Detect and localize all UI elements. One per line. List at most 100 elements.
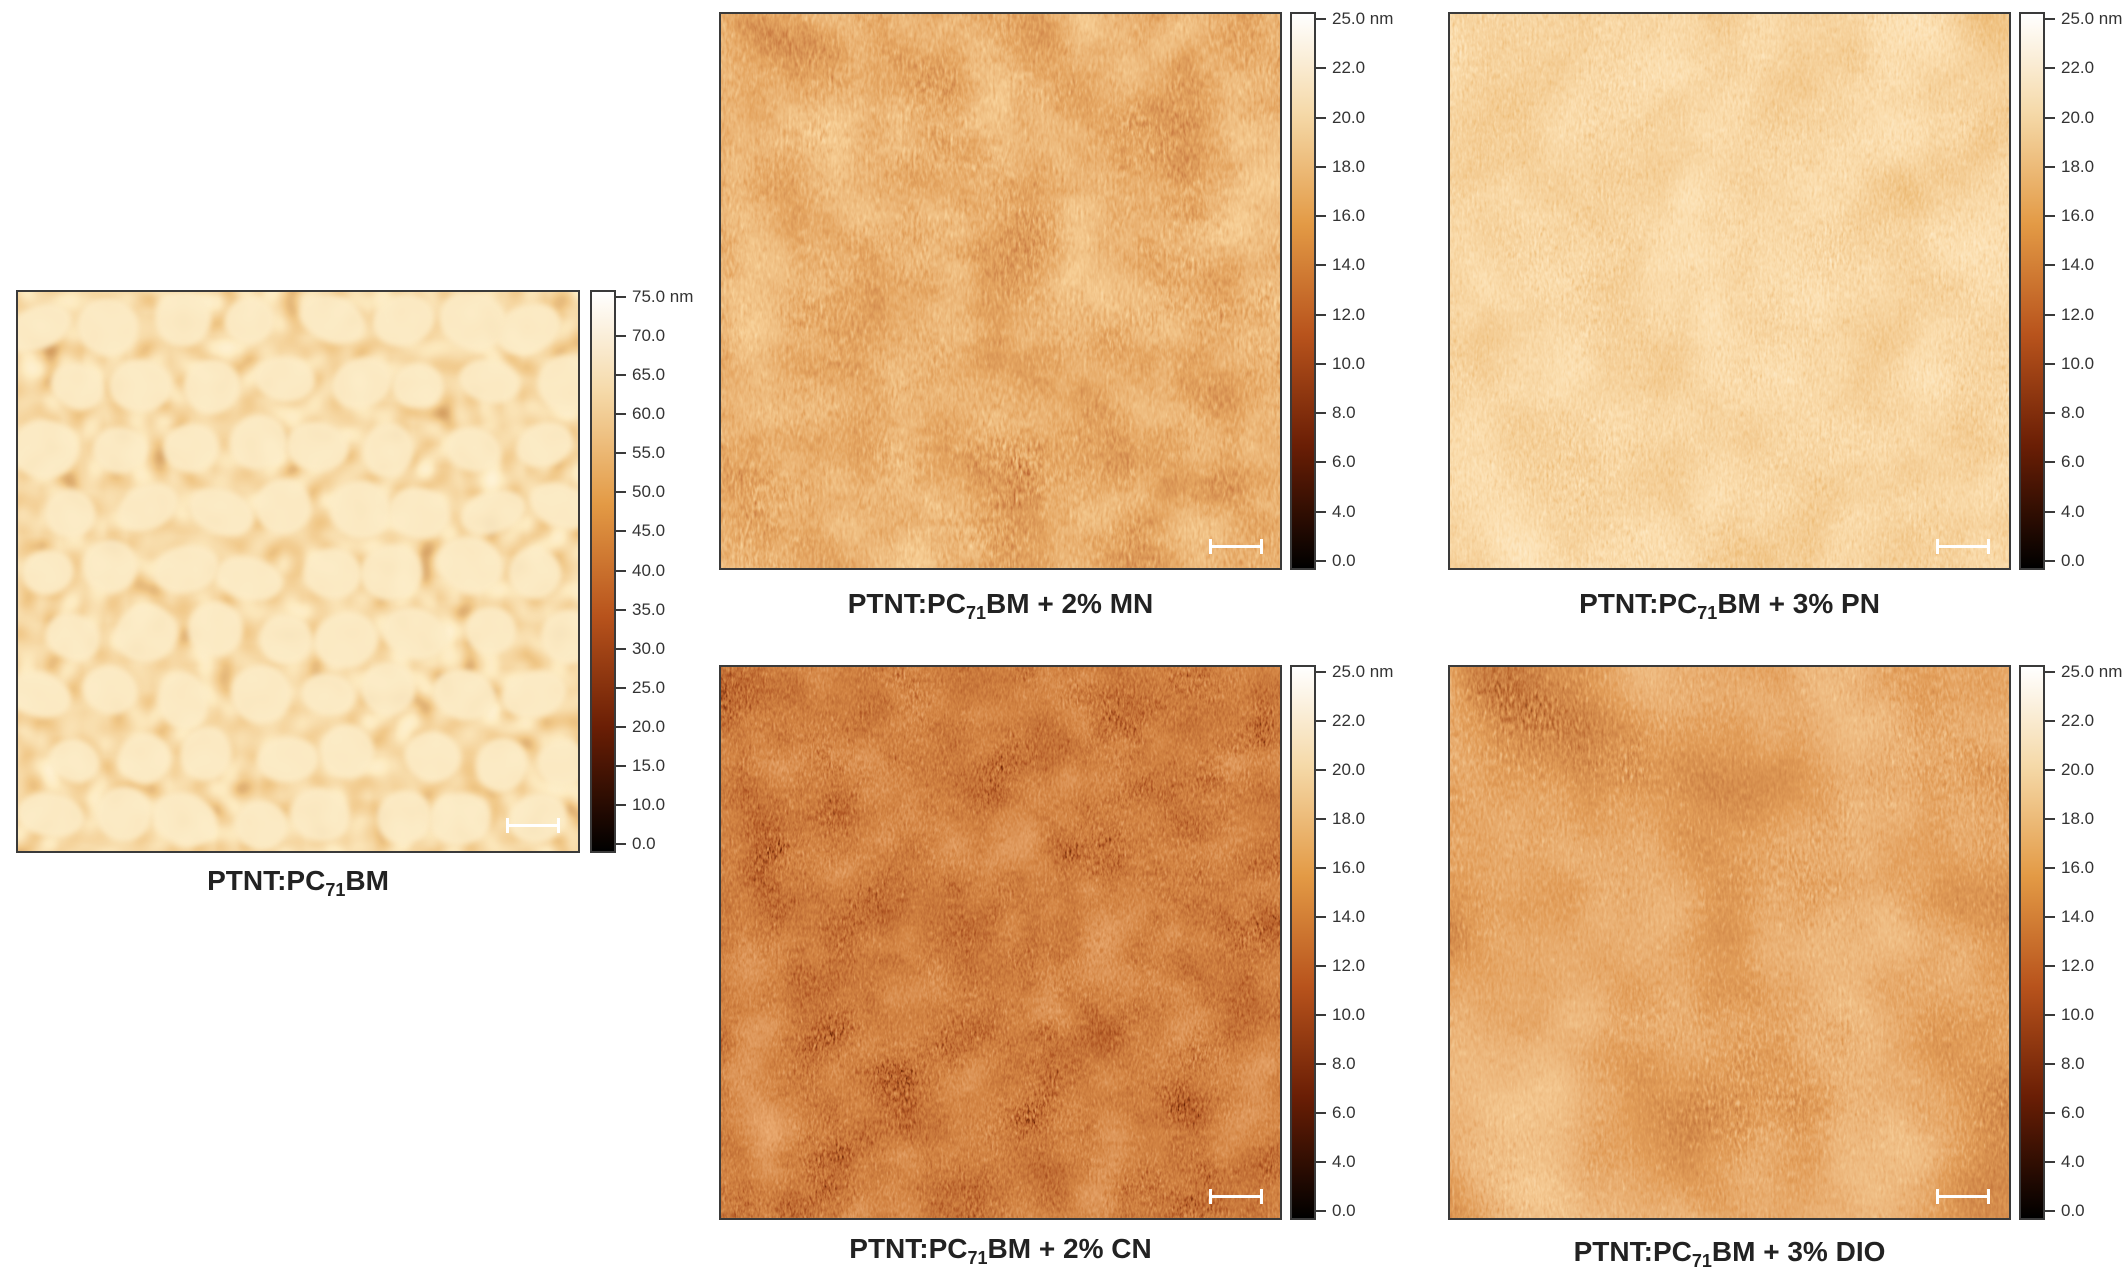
grain bbox=[387, 487, 451, 539]
colorbar-tick bbox=[616, 765, 626, 767]
grain bbox=[404, 731, 461, 782]
colorbar-tick-label: 22.0 bbox=[1332, 711, 1366, 730]
grain bbox=[460, 489, 526, 536]
colorbar-tick-label: 10.0 bbox=[2061, 354, 2095, 373]
colorbar-tick-label: 25.0 nm bbox=[2061, 9, 2123, 28]
colorbar-tick bbox=[1316, 117, 1326, 119]
grain bbox=[188, 487, 255, 537]
colorbar-tick-label: 12.0 bbox=[2061, 956, 2095, 975]
colorbar-tick bbox=[1316, 560, 1326, 562]
colorbar-tick bbox=[2045, 818, 2055, 820]
grain bbox=[224, 297, 276, 345]
colorbar-tick bbox=[616, 570, 626, 572]
colorbar-tick bbox=[1316, 818, 1326, 820]
grain bbox=[299, 294, 366, 344]
colorbar-tick bbox=[2045, 18, 2055, 20]
grain bbox=[255, 478, 312, 535]
colorbar-tick-label: 0.0 bbox=[2061, 1201, 2085, 1220]
grain bbox=[372, 294, 435, 347]
grain bbox=[515, 422, 574, 468]
colorbar-tick bbox=[616, 374, 626, 376]
colorbar-tick-label: 70.0 bbox=[632, 326, 666, 345]
grain bbox=[376, 790, 433, 845]
grain bbox=[319, 724, 375, 779]
grain bbox=[381, 607, 449, 660]
colorbar-tick-label: 22.0 bbox=[1332, 58, 1366, 77]
colorbar-tick bbox=[616, 296, 626, 298]
colorbar-tick-label: 0.0 bbox=[2061, 551, 2085, 570]
colorbar-tick bbox=[616, 530, 626, 532]
colorbar-tick bbox=[616, 726, 626, 728]
colorbar-tick-label: 0.0 bbox=[632, 834, 656, 853]
colorbar-tick bbox=[2045, 1210, 2055, 1212]
colorbar-tick-label: 8.0 bbox=[1332, 403, 1356, 422]
colorbar-tick bbox=[1316, 916, 1326, 918]
colorbar-tick bbox=[2045, 363, 2055, 365]
colorbar-tick-label: 18.0 bbox=[2061, 809, 2095, 828]
grain bbox=[83, 665, 138, 715]
colorbar-tick bbox=[1316, 867, 1326, 869]
colorbar-tick bbox=[2045, 412, 2055, 414]
colorbar-tick bbox=[616, 804, 626, 806]
colorbar-tick-label: 8.0 bbox=[2061, 403, 2085, 422]
scale-bar bbox=[506, 818, 560, 833]
colorbar-pn bbox=[2019, 12, 2045, 570]
colorbar-tick-label: 4.0 bbox=[2061, 502, 2085, 521]
colorbar-tick bbox=[1316, 67, 1326, 69]
colorbar-tick bbox=[1316, 412, 1326, 414]
grain bbox=[21, 549, 74, 595]
caption-mn: PTNT:PC71BM + 2% MN bbox=[847, 588, 1154, 623]
grain bbox=[18, 671, 72, 718]
colorbar-tick bbox=[2045, 166, 2055, 168]
grain bbox=[44, 488, 96, 539]
grain bbox=[92, 426, 148, 474]
colorbar-tick-label: 12.0 bbox=[1332, 956, 1366, 975]
colorbar-tick-label: 8.0 bbox=[1332, 1054, 1356, 1073]
grain bbox=[118, 733, 171, 784]
grain bbox=[82, 538, 138, 594]
colorbar-tick-label: 65.0 bbox=[632, 365, 666, 384]
colorbar-tick-label: 16.0 bbox=[2061, 858, 2095, 877]
grain bbox=[495, 303, 561, 355]
colorbar-tick-label: 10.0 bbox=[632, 795, 666, 814]
colorbar-tick bbox=[616, 413, 626, 415]
colorbar-tick-label: 60.0 bbox=[632, 404, 666, 423]
grain bbox=[540, 609, 578, 665]
grain bbox=[509, 792, 567, 844]
colorbar-tick bbox=[2045, 769, 2055, 771]
colorbar-tick bbox=[2045, 916, 2055, 918]
grain bbox=[432, 669, 497, 721]
grain bbox=[301, 672, 356, 716]
colorbar-dio bbox=[2019, 665, 2045, 1220]
colorbar-tick bbox=[2045, 720, 2055, 722]
colorbar-tick bbox=[1316, 1014, 1326, 1016]
colorbar-tick-label: 14.0 bbox=[1332, 255, 1366, 274]
colorbar-tick bbox=[1316, 1063, 1326, 1065]
grain bbox=[234, 799, 288, 851]
grain bbox=[152, 544, 220, 594]
colorbar-tick-label: 20.0 bbox=[632, 717, 666, 736]
colorbar-tick-label: 6.0 bbox=[2061, 452, 2085, 471]
grain bbox=[258, 613, 313, 665]
colorbar-tick-label: 0.0 bbox=[1332, 1201, 1356, 1220]
grain bbox=[49, 738, 100, 783]
colorbar-tick bbox=[2045, 215, 2055, 217]
grain bbox=[501, 670, 568, 719]
grain bbox=[362, 422, 415, 478]
colorbar-tick-label: 35.0 bbox=[632, 600, 666, 619]
grain bbox=[286, 421, 349, 472]
grain bbox=[437, 536, 504, 594]
grain bbox=[215, 556, 283, 601]
colorbar-tick-label: 20.0 bbox=[2061, 760, 2095, 779]
colorbar-tick bbox=[616, 491, 626, 493]
grain bbox=[152, 792, 217, 847]
colorbar-tick bbox=[2045, 264, 2055, 266]
colorbar-tick bbox=[2045, 1014, 2055, 1016]
colorbar-tick bbox=[2045, 965, 2055, 967]
grain bbox=[537, 354, 578, 413]
colorbar-tick-label: 14.0 bbox=[2061, 255, 2095, 274]
colorbar-tick-label: 6.0 bbox=[2061, 1103, 2085, 1122]
colorbar-tick bbox=[616, 648, 626, 650]
grain bbox=[536, 739, 578, 788]
caption-dio: PTNT:PC71BM + 3% DIO bbox=[1573, 1236, 1886, 1271]
